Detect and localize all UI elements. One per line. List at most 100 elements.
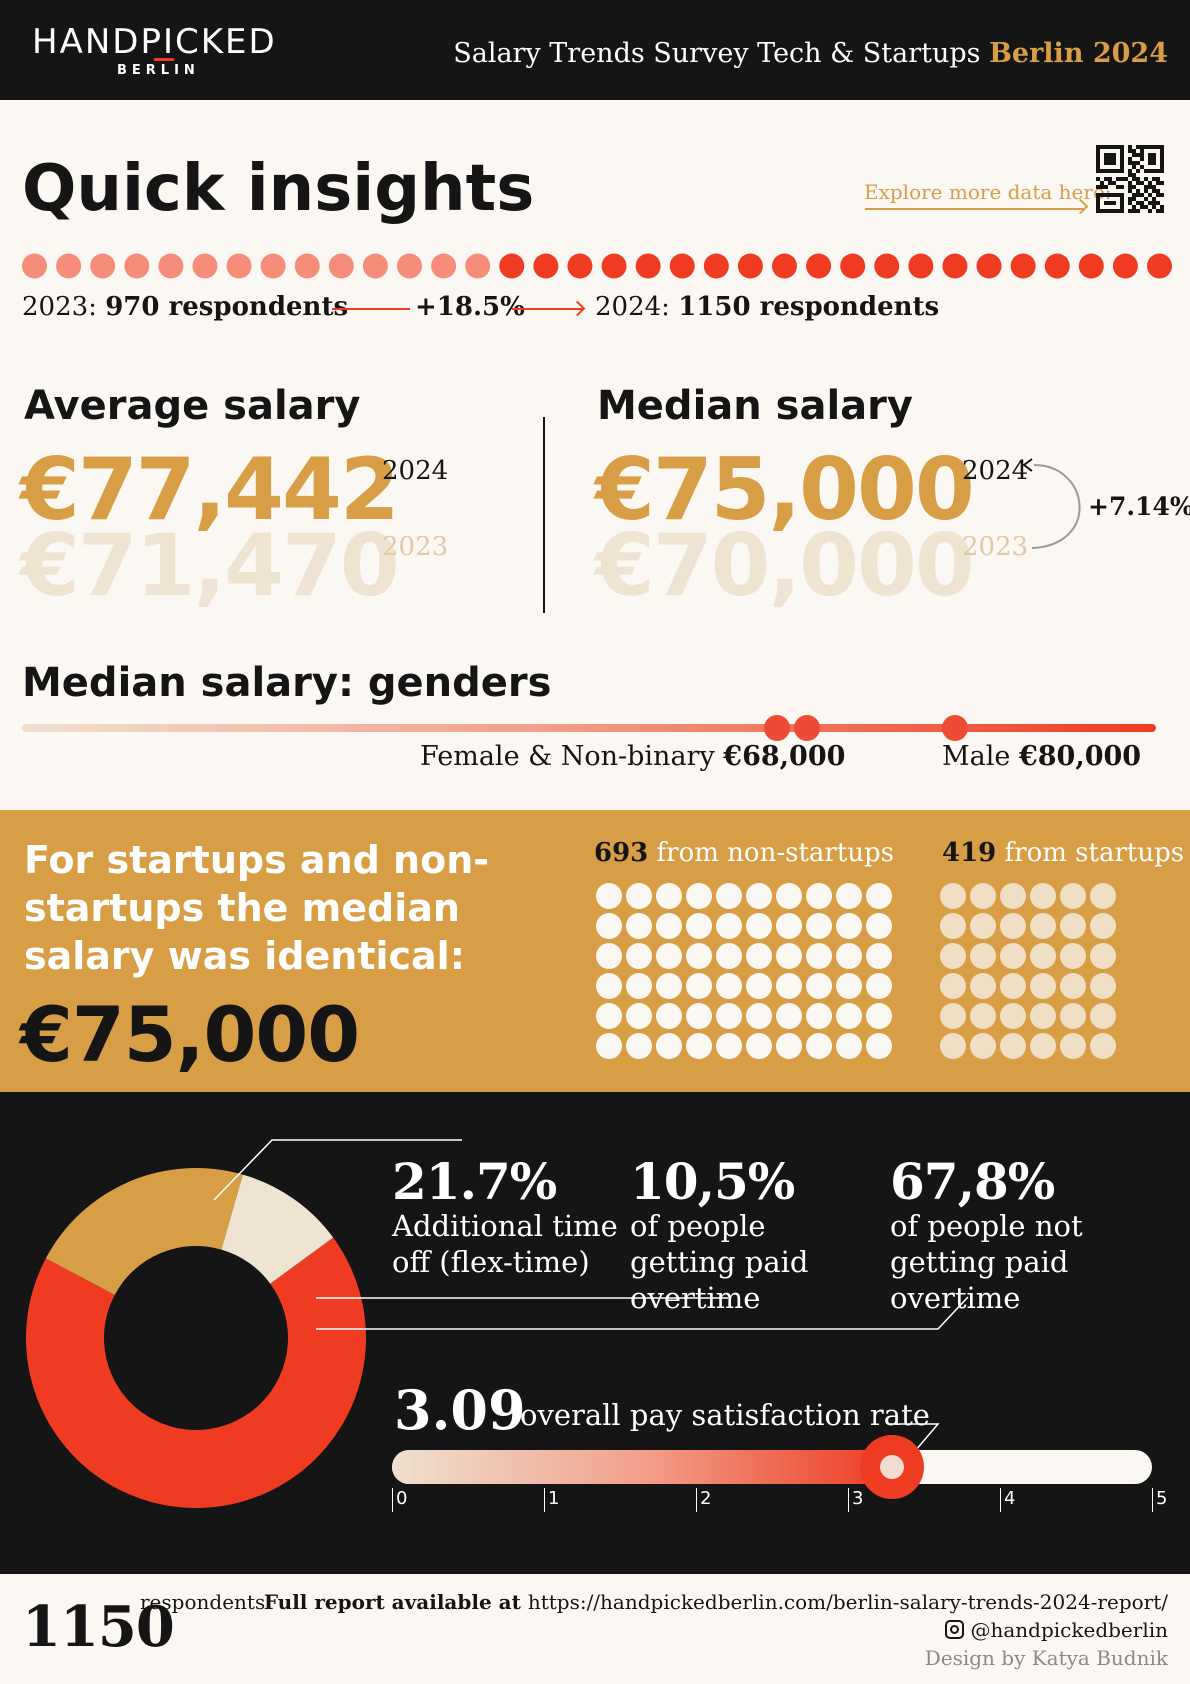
footer-respondents-count: 1150	[22, 1594, 175, 1660]
qr-module	[1112, 169, 1116, 173]
qr-module	[1116, 209, 1120, 213]
explore-data-link[interactable]: Explore more data here:	[864, 180, 1112, 204]
respondent-dot	[465, 253, 491, 279]
flex-time-value: 21.7%	[392, 1152, 557, 1211]
respondents-growth: +18.5%	[415, 292, 525, 322]
average-salary-2024: €77,442	[20, 440, 400, 540]
respondent-dot	[533, 253, 559, 279]
qr-module	[1144, 197, 1148, 201]
respondent-group-dot	[940, 973, 966, 999]
non-startups-count: 693	[594, 838, 649, 868]
qr-code-icon[interactable]	[1096, 145, 1164, 213]
respondent-group-dot	[1030, 1003, 1056, 1029]
header-title: Salary Trends Survey Tech & Startups Ber…	[453, 38, 1168, 69]
respondent-group-dot	[656, 1003, 682, 1029]
gender-salary-bar	[22, 724, 1156, 732]
qr-module	[1136, 181, 1140, 185]
qr-module	[1120, 201, 1124, 205]
qr-module	[1096, 165, 1100, 169]
non-startups-label: 693 from non-startups	[594, 838, 894, 868]
respondent-group-dot	[836, 1003, 862, 1029]
scale-tick-label: 4	[1004, 1488, 1016, 1509]
qr-module	[1096, 157, 1100, 161]
qr-module	[1140, 181, 1144, 185]
respondent-dot	[976, 253, 1002, 279]
qr-module	[1160, 193, 1164, 197]
footer-report-label: Full report available at	[263, 1590, 528, 1614]
respondent-dot	[22, 253, 47, 279]
respondent-group-dot	[1000, 1033, 1026, 1059]
header-title-plain: Salary Trends Survey Tech & Startups	[453, 38, 990, 69]
qr-module	[1156, 209, 1160, 213]
qr-module	[1120, 205, 1124, 209]
qr-module	[1128, 149, 1132, 153]
qr-module	[1120, 177, 1124, 181]
respondent-group-dot	[776, 943, 802, 969]
respondent-group-dot	[1090, 943, 1116, 969]
respondent-dot	[397, 253, 422, 279]
footer-report-link[interactable]: https://handpickedberlin.com/berlin-sala…	[527, 1590, 1168, 1614]
respondent-dot	[601, 253, 627, 279]
respondent-dot	[737, 253, 763, 279]
qr-module	[1128, 169, 1132, 173]
qr-module	[1144, 169, 1148, 173]
qr-module	[1112, 145, 1116, 149]
qr-module	[1108, 169, 1112, 173]
respondent-group-dot	[970, 1003, 996, 1029]
respondent-dot	[567, 253, 593, 279]
respondent-group-dot	[970, 943, 996, 969]
qr-module	[1132, 153, 1136, 157]
qr-module	[1152, 201, 1156, 205]
female-salary-marker	[764, 715, 790, 741]
qr-module	[1112, 201, 1116, 205]
respondent-group-dot	[776, 883, 802, 909]
qr-module	[1108, 145, 1112, 149]
qr-module	[1112, 157, 1116, 161]
qr-module	[1148, 193, 1152, 197]
respondent-group-dot	[836, 1033, 862, 1059]
respondent-dot	[635, 253, 661, 279]
respondent-dot	[942, 253, 968, 279]
qr-module	[1104, 201, 1108, 205]
qr-module	[1140, 153, 1144, 157]
respondent-group-dot	[1060, 1033, 1086, 1059]
respondent-group-dot	[626, 1033, 652, 1059]
median-change-percent: +7.14%	[1088, 492, 1190, 521]
respondent-group-dot	[866, 973, 892, 999]
qr-module	[1108, 201, 1112, 205]
qr-module	[1136, 161, 1140, 165]
qr-module	[1144, 205, 1148, 209]
qr-module	[1160, 181, 1164, 185]
median-salary-2023: €70,000	[595, 516, 975, 616]
qr-module	[1112, 161, 1116, 165]
respondent-group-dot	[1000, 943, 1026, 969]
scale-tick-label: 0	[396, 1488, 408, 1509]
respondent-dot	[260, 253, 286, 279]
respondent-group-dot	[836, 973, 862, 999]
unpaid-overtime-label: of people not getting paid overtime	[890, 1209, 1083, 1315]
qr-module	[1140, 157, 1144, 161]
donut-slice	[45, 1168, 243, 1295]
respondent-group-dot	[1090, 913, 1116, 939]
qr-module	[1136, 193, 1140, 197]
respondent-dot	[1010, 253, 1036, 279]
scale-tick	[848, 1488, 849, 1512]
respondent-group-dot	[746, 883, 772, 909]
respondent-dot	[1078, 253, 1104, 279]
qr-module	[1136, 169, 1140, 173]
respondent-group-dot	[940, 883, 966, 909]
respondent-group-dot	[686, 943, 712, 969]
respondent-group-dot	[806, 1003, 832, 1029]
startups-median-value: €75,000	[20, 990, 360, 1079]
respondent-group-dot	[806, 973, 832, 999]
qr-module	[1116, 169, 1120, 173]
footer-instagram[interactable]: @handpickedberlin	[945, 1618, 1168, 1642]
growth-line-left	[332, 308, 410, 310]
satisfaction-bar-fill	[392, 1450, 892, 1484]
respondent-group-dot	[836, 913, 862, 939]
qr-module	[1152, 177, 1156, 181]
growth-line-right	[512, 308, 582, 310]
startups-dot-grid	[940, 883, 1116, 1059]
respondent-group-dot	[626, 1003, 652, 1029]
respondent-group-dot	[1030, 913, 1056, 939]
